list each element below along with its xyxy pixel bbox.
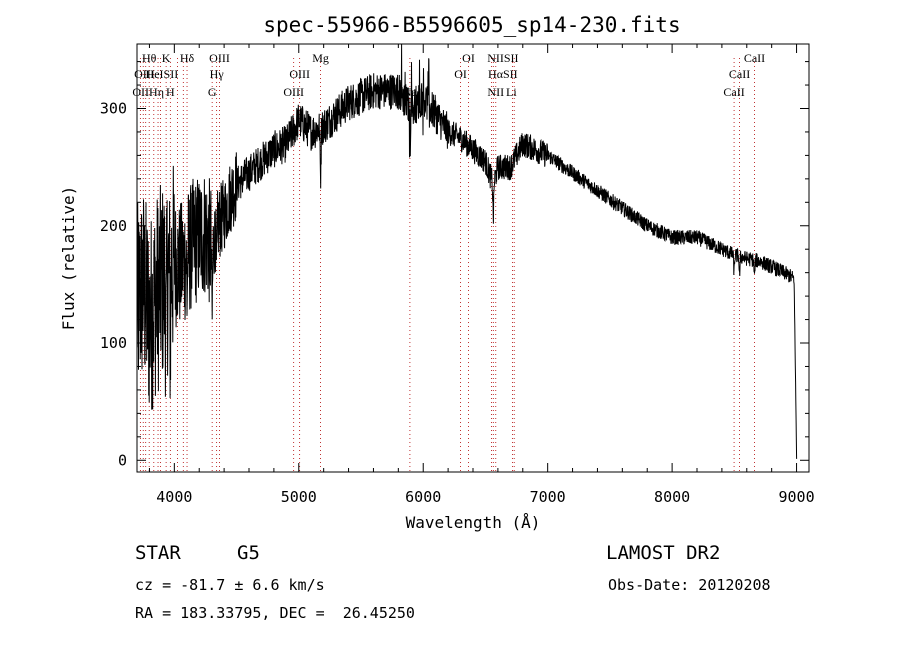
line-label: OIII	[289, 67, 310, 81]
spectrum-line	[136, 43, 798, 459]
x-tick-label: 4000	[156, 488, 192, 506]
line-label: H	[166, 85, 175, 99]
y-axis: 0 100 200 300	[100, 61, 809, 469]
line-label: NIISII	[487, 51, 518, 65]
line-label: Hδ	[180, 51, 195, 65]
subclass: G5	[237, 542, 260, 564]
obs-date: Obs-Date: 20120208	[608, 576, 771, 594]
cz-value: cz = -81.7 ± 6.6 km/s	[135, 576, 325, 594]
line-label: Hγ	[210, 67, 225, 81]
y-axis-label: Flux (relative)	[59, 186, 78, 331]
line-label: OIII	[209, 51, 230, 65]
line-label: OI	[462, 51, 475, 65]
coordinates: RA = 183.33795, DEC = 26.45250	[135, 604, 415, 622]
y-tick-label: 300	[100, 99, 127, 117]
object-class: STAR	[135, 542, 181, 564]
line-label: Hθ	[142, 51, 157, 65]
x-tick-label: 6000	[405, 488, 441, 506]
x-tick-label: 9000	[778, 488, 814, 506]
x-axis: 4000 5000 6000 7000 8000 9000	[148, 44, 815, 506]
x-axis-label: Wavelength (Å)	[406, 513, 541, 532]
line-label: G	[208, 85, 217, 99]
x-tick-label: 5000	[281, 488, 317, 506]
y-tick-label: 0	[118, 451, 127, 469]
line-label: HeISII	[146, 67, 179, 81]
survey-name: LAMOST DR2	[606, 542, 721, 564]
x-tick-label: 7000	[530, 488, 566, 506]
plot-frame	[136, 43, 810, 473]
line-label: OIIHη	[132, 85, 164, 99]
line-label: CaII	[744, 51, 765, 65]
line-label: K	[162, 51, 171, 65]
line-label: Li	[506, 85, 517, 99]
line-label: OIII	[283, 85, 304, 99]
line-label: OIII	[134, 67, 155, 81]
line-label: NII	[487, 85, 504, 99]
line-label: HαSII	[488, 67, 518, 81]
chart-title: spec-55966-B5596605_sp14-230.fits	[263, 13, 680, 37]
line-label: Mg	[312, 51, 329, 65]
y-tick-label: 100	[100, 334, 127, 352]
x-tick-label: 8000	[654, 488, 690, 506]
y-tick-label: 200	[100, 217, 127, 235]
line-label: OI	[454, 67, 467, 81]
line-label: CaII	[723, 85, 744, 99]
line-label: CaII	[729, 67, 750, 81]
